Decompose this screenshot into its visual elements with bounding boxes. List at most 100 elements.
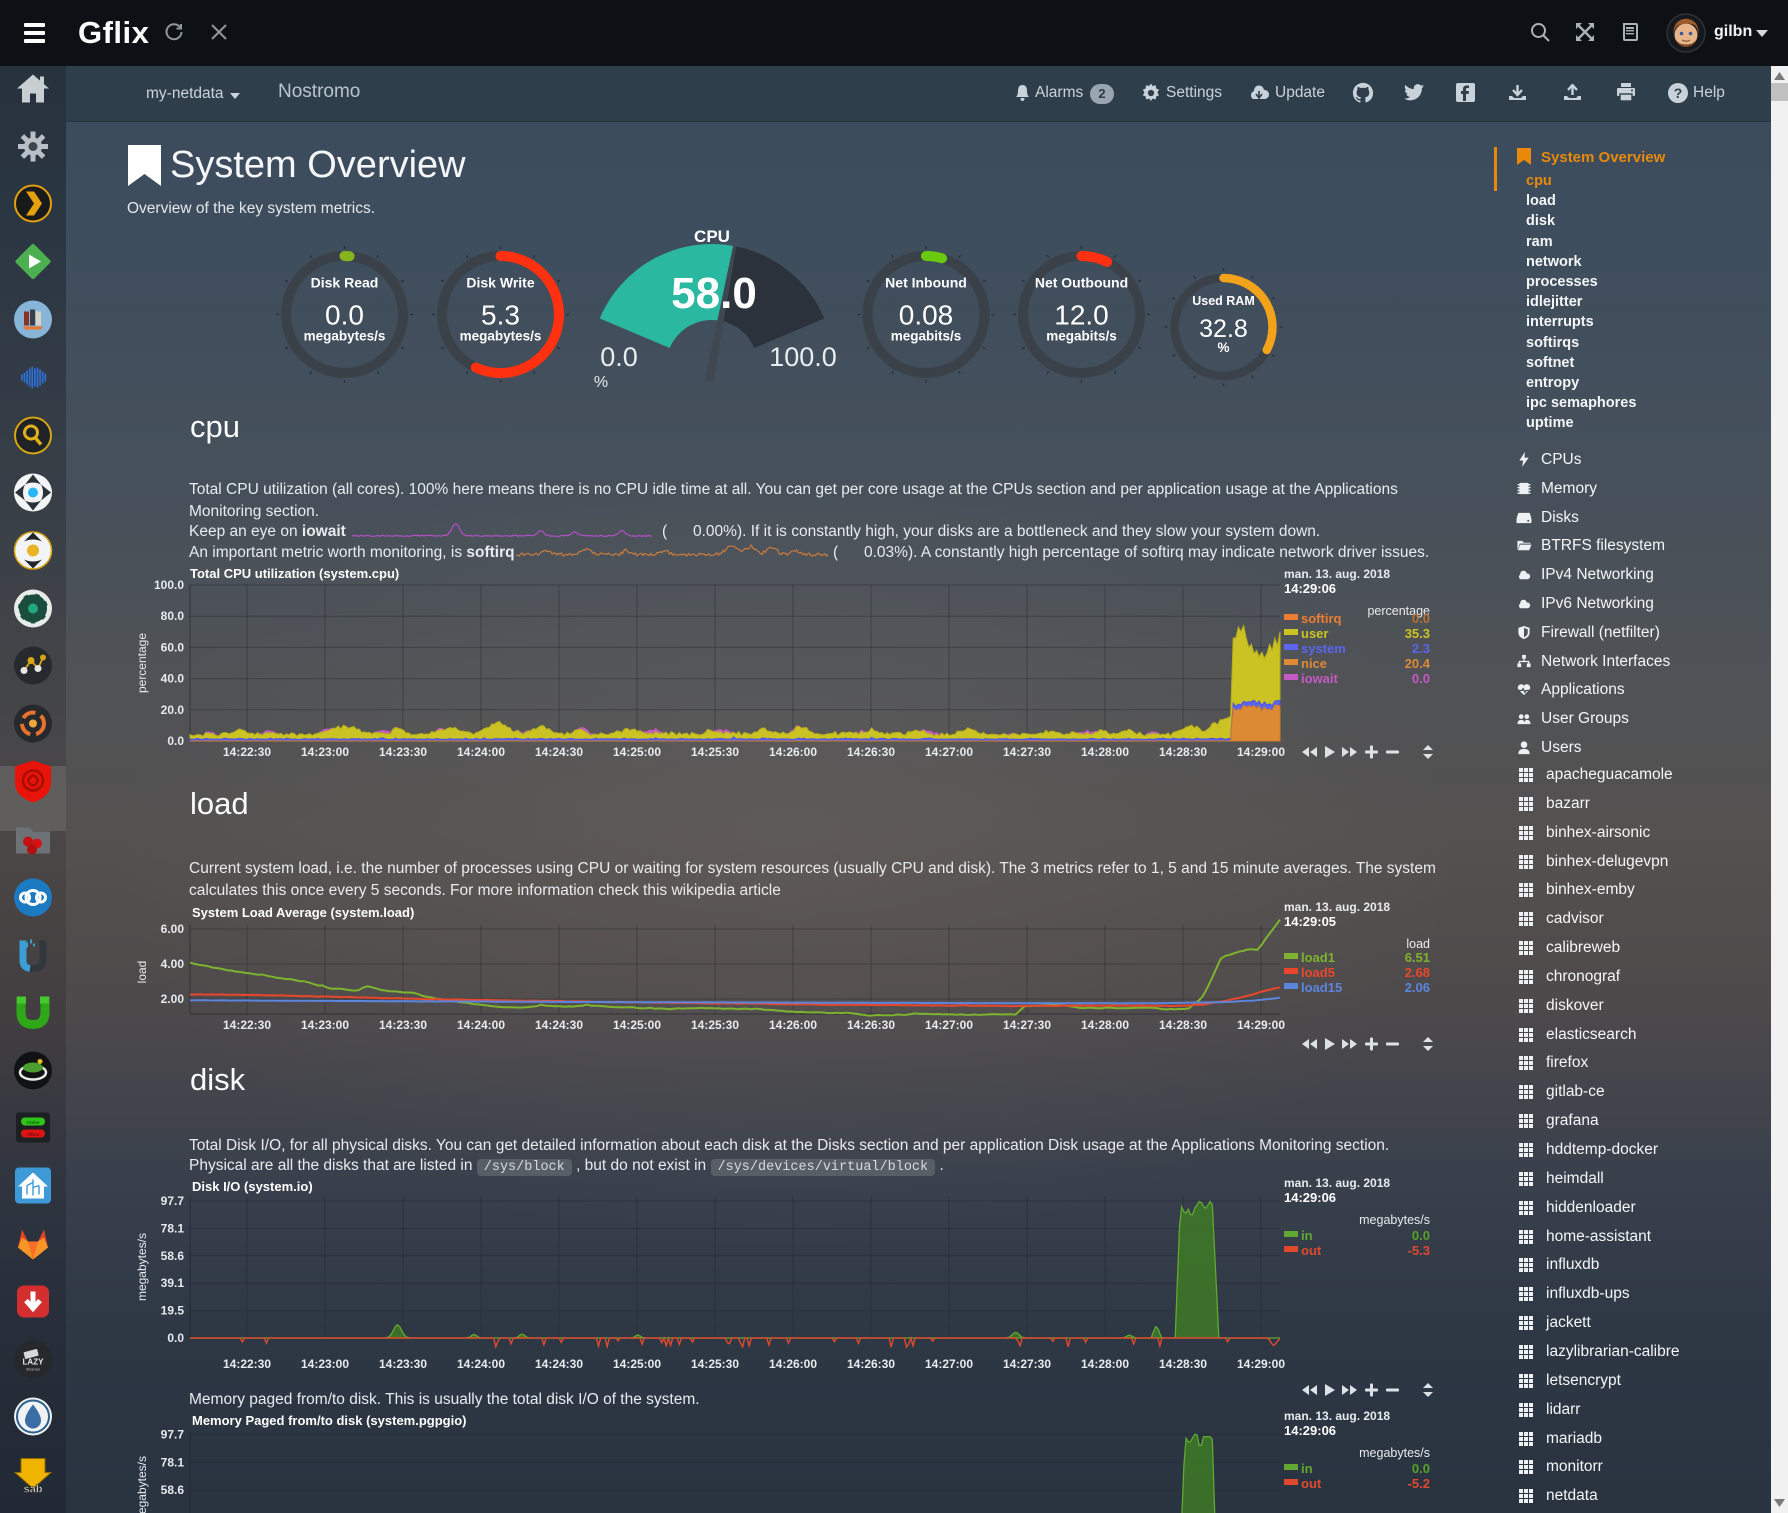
svg-text:14:27:30: 14:27:30	[1003, 1018, 1051, 1032]
svg-text:20.4: 20.4	[1405, 656, 1431, 671]
svg-text:14:29:05: 14:29:05	[1284, 914, 1336, 929]
svg-text:14:28:30: 14:28:30	[1159, 1357, 1207, 1371]
svg-text:load: load	[1406, 937, 1430, 951]
svg-text:megabytes/s: megabytes/s	[135, 1233, 149, 1301]
svg-text:megabytes/s: megabytes/s	[135, 1456, 149, 1513]
svg-text:14:24:30: 14:24:30	[535, 745, 583, 759]
svg-text:39.1: 39.1	[161, 1276, 185, 1290]
svg-text:14:27:30: 14:27:30	[1003, 745, 1051, 759]
svg-text:14:25:00: 14:25:00	[613, 1357, 661, 1371]
svg-text:load5: load5	[1301, 965, 1335, 980]
svg-text:78.1: 78.1	[161, 1222, 185, 1236]
svg-text:97.7: 97.7	[161, 1194, 185, 1208]
svg-text:megabytes/s: megabytes/s	[460, 329, 542, 344]
svg-text:14:25:30: 14:25:30	[691, 1357, 739, 1371]
svg-text:megabytes/s: megabytes/s	[1359, 1446, 1430, 1460]
svg-text:Disk Write: Disk Write	[466, 275, 534, 291]
svg-text:14:26:30: 14:26:30	[847, 745, 895, 759]
svg-text:6.00: 6.00	[161, 922, 185, 936]
svg-text:32.8: 32.8	[1199, 315, 1248, 343]
svg-text:14:23:00: 14:23:00	[301, 745, 349, 759]
svg-text:19.5: 19.5	[161, 1304, 185, 1318]
svg-text:14:25:30: 14:25:30	[691, 745, 739, 759]
svg-text:14:23:30: 14:23:30	[379, 745, 427, 759]
svg-text:14:26:00: 14:26:00	[769, 1018, 817, 1032]
svg-text:14:23:30: 14:23:30	[379, 1357, 427, 1371]
svg-text:in: in	[1301, 1228, 1313, 1243]
svg-text:-5.2: -5.2	[1408, 1476, 1430, 1491]
svg-text:out: out	[1301, 1476, 1322, 1491]
svg-text:100.0: 100.0	[154, 578, 184, 592]
svg-text:14:29:06: 14:29:06	[1284, 1423, 1336, 1438]
svg-text:iowait: iowait	[1301, 671, 1339, 686]
svg-text:0.0: 0.0	[1412, 611, 1430, 626]
svg-text:2.68: 2.68	[1405, 965, 1430, 980]
svg-text:14:25:00: 14:25:00	[613, 1018, 661, 1032]
svg-text:20.0: 20.0	[161, 703, 185, 717]
svg-text:man. 13. aug. 2018: man. 13. aug. 2018	[1284, 567, 1390, 581]
svg-text:2.3: 2.3	[1412, 641, 1430, 656]
svg-text:Memory Paged from/to disk (sys: Memory Paged from/to disk (system.pgpgio…	[192, 1413, 467, 1428]
svg-text:14:24:00: 14:24:00	[457, 1357, 505, 1371]
svg-text:0.0: 0.0	[600, 342, 638, 372]
svg-text:14:22:30: 14:22:30	[223, 1018, 271, 1032]
svg-text:4.00: 4.00	[161, 957, 185, 971]
svg-text:megabytes/s: megabytes/s	[304, 329, 386, 344]
svg-text:-5.3: -5.3	[1408, 1243, 1430, 1258]
svg-text:14:22:30: 14:22:30	[223, 745, 271, 759]
svg-text:0.0: 0.0	[167, 734, 184, 748]
svg-text:40.0: 40.0	[161, 672, 185, 686]
svg-text:man. 13. aug. 2018: man. 13. aug. 2018	[1284, 1176, 1390, 1190]
svg-text:14:23:00: 14:23:00	[301, 1357, 349, 1371]
svg-text:Disk Read: Disk Read	[311, 275, 379, 291]
svg-text:load15: load15	[1301, 980, 1342, 995]
svg-text:14:29:06: 14:29:06	[1284, 581, 1336, 596]
svg-text:14:28:00: 14:28:00	[1081, 1018, 1129, 1032]
svg-text:System Load Average (system.lo: System Load Average (system.load)	[192, 905, 414, 920]
svg-text:load: load	[135, 961, 149, 984]
svg-text:Net Inbound: Net Inbound	[885, 275, 967, 291]
svg-text:14:24:00: 14:24:00	[457, 745, 505, 759]
svg-text:14:23:30: 14:23:30	[379, 1018, 427, 1032]
svg-text:14:26:30: 14:26:30	[847, 1357, 895, 1371]
svg-text:Used RAM: Used RAM	[1192, 294, 1255, 308]
svg-text:system: system	[1301, 641, 1346, 656]
svg-text:librarian: librarian	[26, 1367, 40, 1372]
svg-text:14:24:30: 14:24:30	[535, 1357, 583, 1371]
svg-text:14:28:30: 14:28:30	[1159, 1018, 1207, 1032]
svg-text:14:25:00: 14:25:00	[613, 745, 661, 759]
svg-text:100.0: 100.0	[769, 342, 837, 372]
svg-text:LAZY: LAZY	[23, 1358, 45, 1367]
svg-text:out: out	[1301, 1243, 1322, 1258]
svg-text:14:23:00: 14:23:00	[301, 1018, 349, 1032]
svg-text:percentage: percentage	[135, 633, 149, 693]
svg-text:14:29:06: 14:29:06	[1284, 1190, 1336, 1205]
svg-text:14:26:00: 14:26:00	[769, 745, 817, 759]
svg-text:14:27:30: 14:27:30	[1003, 1357, 1051, 1371]
svg-text:megabits/s: megabits/s	[1046, 329, 1117, 344]
svg-text:2.00: 2.00	[161, 992, 185, 1006]
svg-text:14:27:00: 14:27:00	[925, 745, 973, 759]
svg-text:percentage: percentage	[1367, 604, 1430, 618]
svg-text:14:25:30: 14:25:30	[691, 1018, 739, 1032]
svg-text:58.6: 58.6	[161, 1249, 185, 1263]
svg-text:80.0: 80.0	[161, 609, 185, 623]
svg-text:0.0: 0.0	[1412, 1461, 1430, 1476]
svg-text:5.3: 5.3	[481, 300, 520, 331]
svg-text:14:29:00: 14:29:00	[1237, 1357, 1285, 1371]
svg-text:14:26:00: 14:26:00	[769, 1357, 817, 1371]
svg-text:?: ?	[1674, 85, 1683, 101]
svg-text:megabits/s: megabits/s	[891, 329, 962, 344]
svg-text:load1: load1	[1301, 950, 1335, 965]
svg-text:78.1: 78.1	[161, 1455, 185, 1469]
svg-text:0.0: 0.0	[325, 300, 364, 331]
svg-text:6.51: 6.51	[1405, 950, 1430, 965]
svg-text:14:26:30: 14:26:30	[847, 1018, 895, 1032]
svg-text:man. 13. aug. 2018: man. 13. aug. 2018	[1284, 1409, 1390, 1423]
svg-text:0.08: 0.08	[899, 300, 954, 331]
svg-text:%: %	[1217, 340, 1229, 355]
svg-text:14:27:00: 14:27:00	[925, 1018, 973, 1032]
svg-text:14:22:30: 14:22:30	[223, 1357, 271, 1371]
svg-text:14:29:00: 14:29:00	[1237, 1018, 1285, 1032]
svg-text:58.0: 58.0	[671, 269, 757, 318]
